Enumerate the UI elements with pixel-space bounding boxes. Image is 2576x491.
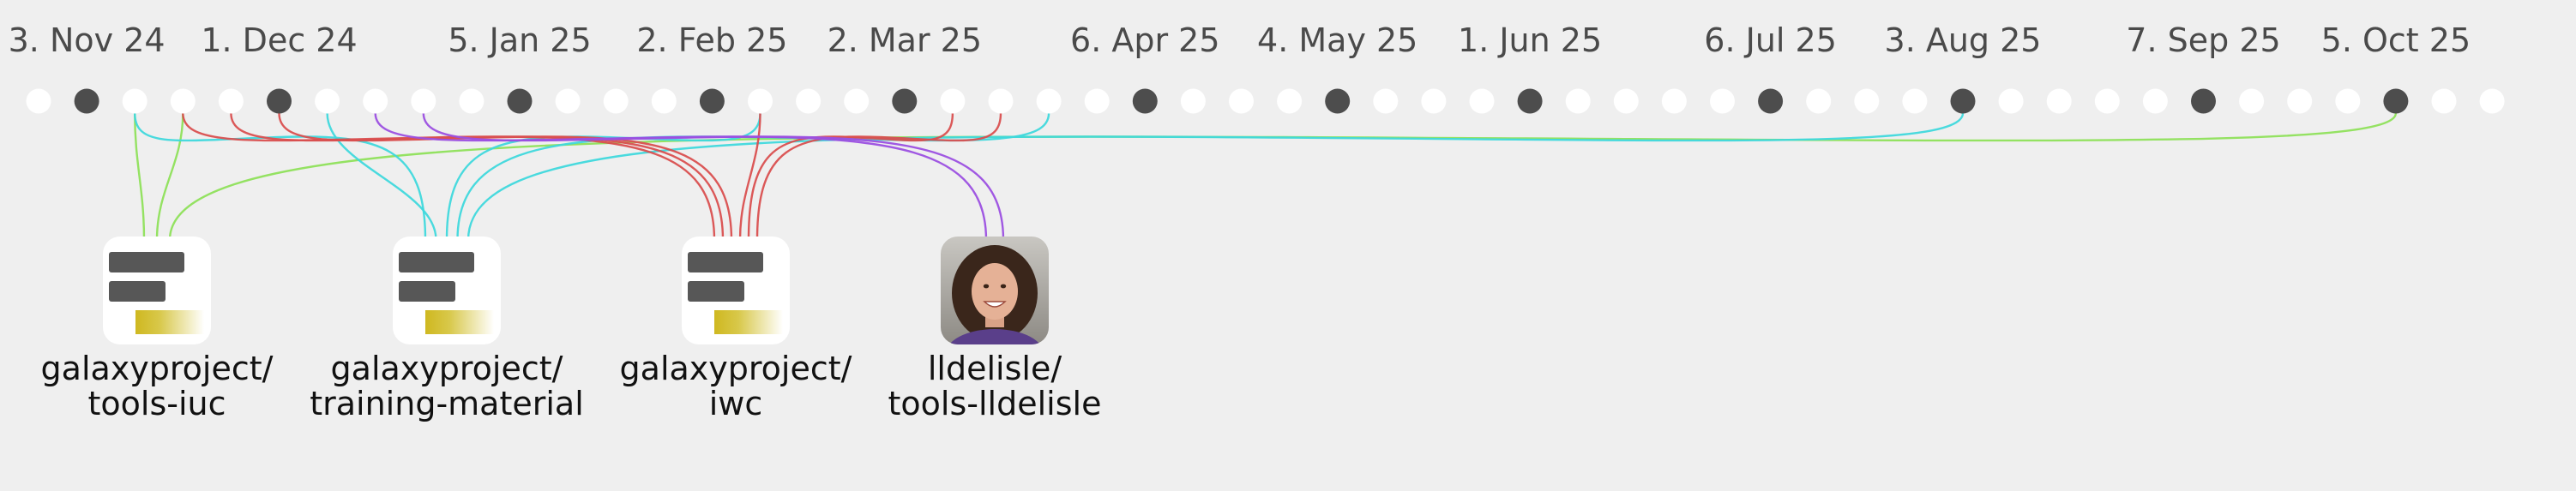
- connection-line: [422, 112, 1005, 241]
- timeline-dot-filled: [699, 88, 725, 114]
- timeline-dot-filled: [507, 88, 533, 114]
- timeline-dot: [603, 88, 629, 114]
- timeline-label: 2. Mar 25: [828, 21, 982, 59]
- timeline-dot: [748, 88, 773, 114]
- timeline-label: 1. Dec 24: [201, 21, 357, 59]
- timeline-dot: [796, 88, 822, 114]
- timeline-label: 6. Apr 25: [1070, 21, 1220, 59]
- repo-owner-label: galaxyproject/: [331, 350, 563, 387]
- timeline-dot: [940, 88, 966, 114]
- timeline-dot: [2239, 88, 2265, 114]
- timeline-dot-filled: [267, 88, 292, 114]
- timeline-dot: [844, 88, 870, 114]
- timeline-dot-filled: [74, 88, 99, 114]
- timeline-dot: [2142, 88, 2168, 114]
- avatar-icon: [941, 237, 1049, 344]
- org-logo-icon: [393, 237, 501, 344]
- connection-line: [466, 112, 1965, 241]
- timeline-dot: [2046, 88, 2072, 114]
- repo-owner-label: galaxyproject/: [620, 350, 852, 387]
- timeline-dot-filled: [1758, 88, 1784, 114]
- repo-name-label: tools-iuc: [88, 385, 226, 422]
- timeline-dot: [651, 88, 677, 114]
- timeline-dot: [26, 88, 51, 114]
- repo-node-iwc[interactable]: galaxyproject/iwc: [620, 237, 852, 422]
- timeline-label: 7. Sep 25: [2126, 21, 2280, 59]
- org-logo-icon: [682, 237, 790, 344]
- timeline-dot: [1661, 88, 1687, 114]
- timeline-dot: [1613, 88, 1639, 114]
- timeline-dot: [218, 88, 244, 114]
- timeline-label: 1. Jun 25: [1458, 21, 1602, 59]
- timeline-dot: [2431, 88, 2457, 114]
- timeline-dot: [1469, 88, 1495, 114]
- timeline-dot: [1902, 88, 1928, 114]
- timeline-dot: [1229, 88, 1254, 114]
- repo-owner-label: lldelisle/: [928, 350, 1062, 387]
- repo-name-label: tools-lldelisle: [888, 385, 1102, 422]
- timeline-label: 6. Jul 25: [1704, 21, 1837, 59]
- timeline-dot: [2335, 88, 2361, 114]
- timeline-dot: [170, 88, 196, 114]
- repo-node-tools-lldelisle[interactable]: lldelisle/tools-lldelisle: [888, 237, 1102, 422]
- timeline-dot: [2287, 88, 2313, 114]
- timeline-dot: [1036, 88, 1062, 114]
- timeline-dot-filled: [2383, 88, 2409, 114]
- repo-name-label: training-material: [310, 385, 584, 422]
- timeline-dot: [1180, 88, 1206, 114]
- connection-line: [374, 112, 988, 241]
- timeline-dot: [1854, 88, 1880, 114]
- timeline-dot: [1084, 88, 1110, 114]
- timeline-dot: [363, 88, 388, 114]
- timeline-dot-filled: [1325, 88, 1351, 114]
- connection-line: [134, 112, 427, 241]
- repo-node-tools-iuc[interactable]: galaxyproject/tools-iuc: [41, 237, 274, 422]
- timeline-dot-filled: [892, 88, 918, 114]
- connection-line: [155, 112, 184, 241]
- timeline-label: 3. Nov 24: [9, 21, 166, 59]
- timeline-dot-filled: [1517, 88, 1543, 114]
- connection-line: [168, 112, 2398, 241]
- timeline-dot: [1806, 88, 1832, 114]
- timeline-dot: [2479, 88, 2505, 114]
- repo-node-training-material[interactable]: galaxyproject/training-material: [310, 237, 584, 422]
- timeline-dots: [26, 88, 2505, 114]
- repository-nodes: galaxyproject/tools-iucgalaxyproject/tra…: [41, 237, 1102, 422]
- timeline-dot: [315, 88, 340, 114]
- timeline-dot-filled: [1132, 88, 1158, 114]
- timeline-dot: [411, 88, 436, 114]
- timeline-label: 3. Aug 25: [1885, 21, 2042, 59]
- connection-line: [738, 112, 761, 241]
- connection-lines: [134, 112, 2398, 241]
- timeline-tick-labels: 3. Nov 24 1. Dec 24 5. Jan 25 2. Feb 25 2. M…: [9, 21, 2471, 59]
- repo-owner-label: galaxyproject/: [41, 350, 274, 387]
- timeline-label: 5. Jan 25: [448, 21, 591, 59]
- timeline-dot: [1565, 88, 1591, 114]
- timeline-dot: [1373, 88, 1399, 114]
- connection-line: [278, 112, 733, 241]
- timeline-dot: [988, 88, 1014, 114]
- connection-line: [230, 112, 725, 241]
- timeline-dot: [1998, 88, 2024, 114]
- timeline-dot: [555, 88, 581, 114]
- timeline-dot-filled: [1950, 88, 1976, 114]
- connection-line: [326, 112, 437, 241]
- timeline-dot: [1421, 88, 1447, 114]
- repo-name-label: iwc: [709, 385, 763, 422]
- timeline-label: 2. Feb 25: [636, 21, 787, 59]
- timeline-label: 4. May 25: [1257, 21, 1417, 59]
- timeline-dot: [459, 88, 485, 114]
- timeline-dot: [1710, 88, 1735, 114]
- timeline-label: 5. Oct 25: [2321, 21, 2471, 59]
- timeline-dot: [122, 88, 147, 114]
- connection-line: [747, 112, 954, 241]
- org-logo-icon: [103, 237, 211, 344]
- timeline-dot: [2094, 88, 2120, 114]
- timeline-dot-filled: [2191, 88, 2216, 114]
- connection-line: [755, 112, 1002, 241]
- timeline-dot: [1277, 88, 1303, 114]
- connection-line: [134, 112, 146, 241]
